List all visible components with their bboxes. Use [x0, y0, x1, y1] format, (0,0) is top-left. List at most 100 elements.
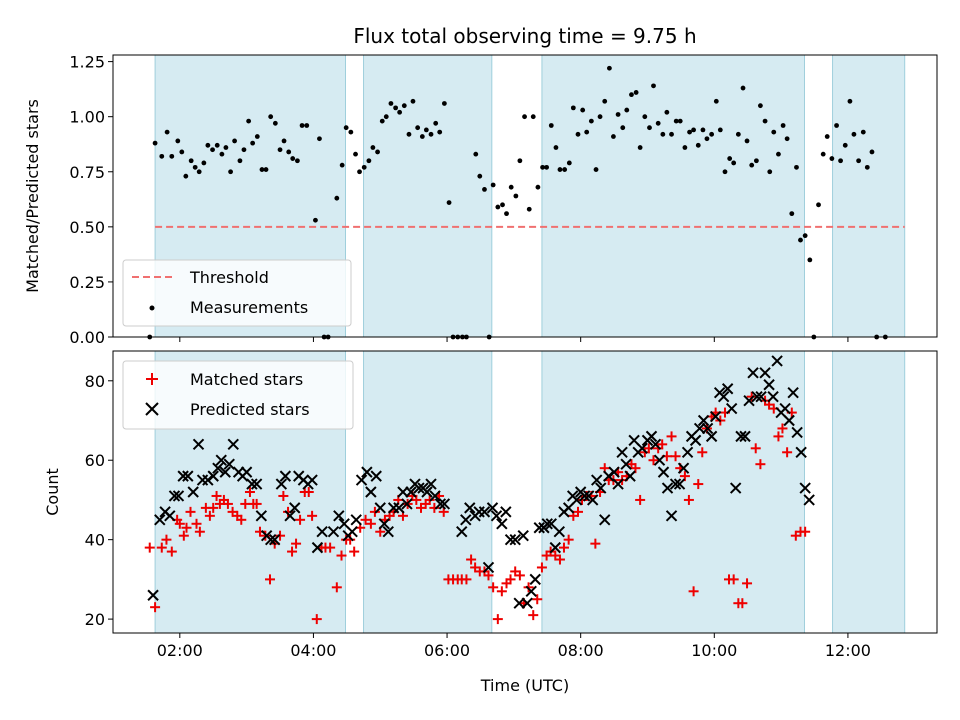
measurement-point — [860, 129, 866, 135]
measurement-point — [744, 138, 750, 144]
measurement-point — [557, 167, 563, 172]
measurement-point — [179, 149, 185, 155]
measurement-point — [361, 164, 367, 170]
measurement-point — [856, 158, 862, 164]
measurement-point — [375, 149, 380, 155]
predicted-stars-point — [275, 478, 288, 490]
matched-stars-point — [295, 514, 306, 525]
measurement-point — [339, 162, 345, 168]
measurement-point — [423, 127, 429, 133]
measurement-point — [246, 118, 252, 124]
measurement-point — [419, 134, 425, 139]
matched-stars-point — [191, 518, 202, 529]
predicted-stars-point — [653, 454, 666, 466]
matched-stars-point — [178, 530, 189, 541]
measurement-point — [446, 200, 452, 206]
measurement-point — [500, 202, 505, 208]
legend-predicted-label: Predicted stars — [190, 400, 310, 419]
matched-stars-point — [303, 487, 314, 497]
predicted-stars-point — [705, 430, 718, 443]
measurement-point — [834, 123, 839, 128]
measurement-point — [651, 83, 656, 89]
measurement-point — [441, 101, 447, 106]
predicted-stars-point — [434, 498, 447, 510]
bottom-y-tick-label: 60 — [85, 451, 105, 470]
measurement-point — [348, 129, 354, 135]
predicted-stars-point — [464, 502, 476, 514]
measurement-point — [232, 138, 237, 144]
predicted-stars-point — [787, 386, 799, 399]
measurement-point — [735, 131, 741, 137]
measurement-point — [776, 151, 781, 157]
predicted-stars-point — [478, 506, 491, 518]
measurement-point — [357, 169, 362, 175]
measurement-point — [673, 118, 679, 124]
predicted-stars-point — [279, 470, 292, 482]
measurement-point — [602, 98, 608, 104]
bottom-panel: 20 40 60 80 02:00 04:00 06:00 08:00 10:00 12:00 C… — [43, 350, 938, 695]
matched-stars-point — [325, 542, 336, 553]
measurement-point — [522, 114, 527, 120]
predicted-stars-point — [182, 470, 194, 482]
measurement-point — [353, 151, 358, 157]
predicted-stars-point — [147, 589, 159, 601]
predicted-stars-point — [701, 422, 714, 435]
predicted-stars-point — [570, 494, 583, 506]
matched-stars-point — [265, 574, 276, 585]
matched-stars-point — [365, 518, 376, 529]
measurement-point — [802, 233, 808, 239]
bottom-y-tick-label: 20 — [85, 610, 105, 629]
measurement-point — [490, 182, 496, 188]
measurement-point — [401, 103, 407, 109]
matched-stars-point — [166, 546, 177, 557]
measurement-point — [250, 140, 256, 146]
matched-stars-point — [204, 510, 215, 521]
top-panel: 0.00 0.25 0.50 0.75 1.00 1.25 Flux total obse… — [23, 24, 938, 347]
matched-stars-point — [688, 586, 699, 597]
measurement-point — [508, 184, 514, 190]
measurement-point — [183, 173, 189, 179]
measurement-point — [816, 202, 821, 208]
measurement-point — [299, 123, 305, 128]
measurement-point — [169, 153, 175, 159]
measurement-point — [428, 131, 434, 137]
measurement-point — [366, 158, 372, 164]
predicted-stars-point — [521, 597, 533, 609]
measurement-point — [535, 184, 541, 190]
measurement-point — [517, 158, 523, 164]
predicted-stars-point — [541, 518, 553, 530]
predicted-stars-point — [771, 355, 783, 367]
predicted-stars-point — [608, 466, 620, 478]
legend-threshold-label: Threshold — [189, 268, 269, 287]
matched-stars-point — [505, 574, 516, 585]
predicted-stars-point — [673, 478, 686, 490]
matched-stars-point — [558, 542, 569, 553]
top-legend-box — [122, 259, 352, 327]
measurement-point — [869, 149, 875, 155]
predicted-stars-point — [401, 498, 413, 510]
measurement-point — [277, 147, 283, 153]
measurement-point — [607, 65, 612, 71]
measurement-point — [838, 158, 843, 164]
measurement-point — [219, 151, 225, 157]
measurement-point — [159, 153, 165, 159]
predicted-stars-point — [791, 426, 803, 439]
matched-stars-point — [278, 490, 289, 501]
matched-stars-point — [251, 498, 262, 509]
measurement-point — [794, 164, 799, 170]
predicted-stars-point — [361, 466, 373, 478]
matched-stars-point — [244, 487, 255, 497]
measurement-point — [824, 134, 830, 139]
predicted-stars-point — [207, 470, 219, 482]
predicted-stars-point — [382, 526, 394, 538]
measurement-point — [317, 136, 322, 142]
measurement-point — [767, 169, 773, 175]
top-legend: Threshold Measurements — [122, 259, 352, 327]
predicted-stars-point — [374, 502, 386, 514]
measurement-point — [660, 131, 666, 137]
bottom-legend: Matched stars Predicted stars — [122, 360, 354, 430]
matched-stars-point — [536, 562, 547, 573]
matched-stars-point — [750, 443, 761, 454]
matched-stars-point — [211, 490, 222, 501]
matched-stars-point — [496, 586, 507, 597]
